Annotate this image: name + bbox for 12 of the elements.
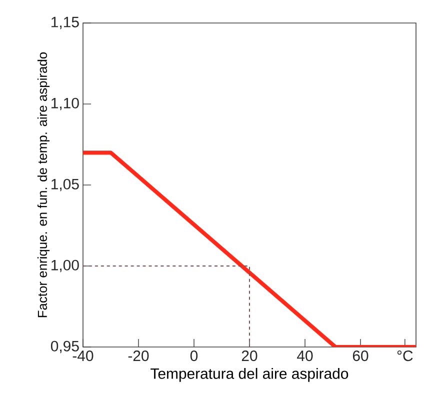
x-tick-label: 20 xyxy=(242,350,258,362)
x-tick-label: °C xyxy=(397,350,413,362)
x-tick-label: 60 xyxy=(352,350,368,362)
y-axis-title: Factor enrique. en fun. de temp. aire aspirado xyxy=(37,52,50,318)
x-tick-label: 40 xyxy=(297,350,313,362)
x-tick-label: 0 xyxy=(190,350,198,362)
x-tick-label: -20 xyxy=(128,350,149,362)
y-tick-label: 1,10 xyxy=(52,98,79,110)
y-tick-label: 1,00 xyxy=(52,260,79,272)
y-tick-label: 1,15 xyxy=(52,16,79,30)
x-axis-title: Temperatura del aire aspirado xyxy=(150,368,348,382)
y-tick-label: 1,05 xyxy=(52,178,79,192)
